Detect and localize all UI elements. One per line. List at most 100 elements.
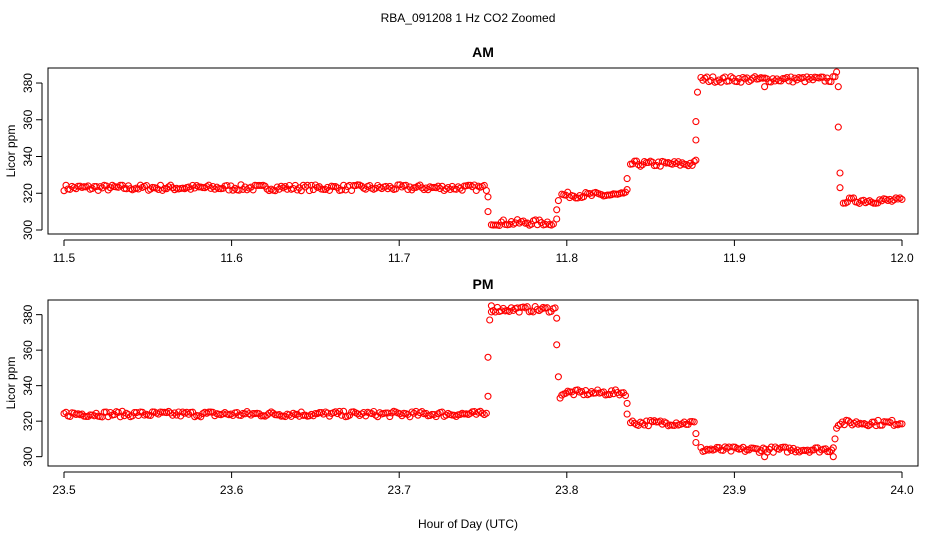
data-point [402,181,410,189]
data-point [761,83,769,91]
data-point [275,411,283,419]
data-point [805,75,813,83]
data-point [255,410,263,418]
data-point [576,192,584,200]
data-point [638,419,646,427]
data-point [124,410,132,419]
data-point [839,199,847,207]
x-tick-label-am: 12.0 [890,251,914,265]
data-point [418,184,426,192]
data-point [237,181,245,189]
data-point [335,407,344,415]
x-tick-label-pm: 24.0 [890,483,914,497]
data-point [670,158,678,166]
data-points-am [60,68,906,230]
data-point [420,186,428,194]
data-point [386,413,394,421]
data-point [693,88,702,96]
data-point [484,392,492,400]
x-tick-label-am: 11.6 [220,251,243,265]
x-tick-label-pm: 23.6 [220,483,244,497]
data-point [165,183,173,191]
data-point [783,448,791,456]
data-point [840,421,848,429]
data-point [499,216,507,224]
y-tick-label-am: 340 [21,146,35,166]
data-point [185,410,193,418]
data-point [88,184,96,193]
x-tick-label-pm: 23.9 [723,483,747,497]
data-point [484,353,492,361]
data-point [478,409,486,417]
data-point [104,413,112,421]
data-point [789,444,797,452]
panel-pm: PM Licor ppm 23.5 23.6 23.7 23.8 23.9 24.0 300 32… [4,276,919,497]
data-point [486,316,494,324]
x-tick-label-am: 11.8 [556,251,579,265]
data-point [628,417,637,425]
data-point [319,410,327,418]
data-point [515,308,523,316]
data-point [692,118,700,126]
data-point [692,136,700,144]
data-point [741,447,749,455]
data-point [829,444,837,452]
y-axis-title-pm: Licor ppm [4,357,18,410]
data-point [277,182,285,190]
data-point [553,341,561,349]
plot-frame-am [47,67,919,235]
data-point [605,391,614,399]
data-point [484,193,492,201]
y-axis-title-am: Licor ppm [4,125,18,178]
data-point [621,391,630,400]
data-point [626,419,635,427]
data-point [158,186,167,194]
data-point [484,208,492,216]
y-tick-label-am: 300 [21,220,35,240]
data-point [785,444,793,452]
y-tick-label-am: 380 [21,73,35,93]
y-tick-label-am: 320 [21,183,35,203]
data-point [452,412,460,421]
data-point [890,196,898,204]
figure-title: RBA_091208 1 Hz CO2 Zoomed [381,11,556,25]
data-point [231,184,239,192]
data-point [779,75,787,83]
data-point [553,206,561,214]
data-point [333,410,342,418]
data-point [692,430,700,438]
data-point [519,217,527,225]
data-point [299,181,307,189]
x-axis-title: Hour of Day (UTC) [418,517,518,531]
data-point [849,194,858,202]
data-point [640,421,648,429]
data-point [167,409,175,417]
data-point [307,181,315,189]
data-point [833,424,841,432]
data-point [719,446,727,454]
data-point [843,198,851,206]
data-point [898,420,906,428]
data-point [809,446,818,454]
data-point [114,408,122,416]
data-point [761,453,769,461]
data-point [325,186,334,194]
data-point [466,181,474,189]
data-point [715,76,723,84]
data-point [456,184,464,192]
data-point [623,175,631,183]
data-point [775,445,783,453]
data-point [309,186,317,194]
data-point [187,185,195,193]
data-point [692,156,700,164]
data-point [690,157,698,166]
y-tick-label-pm: 320 [21,411,35,431]
data-point [118,407,126,415]
x-tick-label-pm: 23.5 [52,483,76,497]
data-point [482,186,490,195]
data-point [836,184,844,192]
data-point [554,373,562,381]
data-point [755,448,763,456]
data-point [636,162,644,170]
data-point [398,183,406,191]
